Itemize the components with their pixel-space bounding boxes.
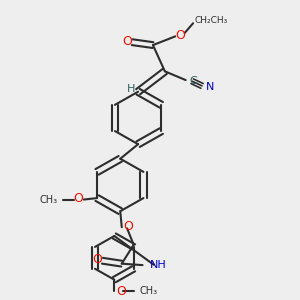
Text: CH₃: CH₃ <box>140 286 158 296</box>
Text: O: O <box>122 35 132 48</box>
Text: CH₂CH₃: CH₂CH₃ <box>195 16 228 25</box>
Text: O: O <box>73 193 83 206</box>
Text: CH₃: CH₃ <box>40 195 58 205</box>
Text: C: C <box>189 76 197 86</box>
Text: O: O <box>116 285 126 298</box>
Text: NH: NH <box>150 260 166 269</box>
Text: H: H <box>127 84 135 94</box>
Text: O: O <box>176 29 186 42</box>
Text: O: O <box>123 220 133 233</box>
Text: N: N <box>206 82 214 92</box>
Text: O: O <box>92 254 102 266</box>
